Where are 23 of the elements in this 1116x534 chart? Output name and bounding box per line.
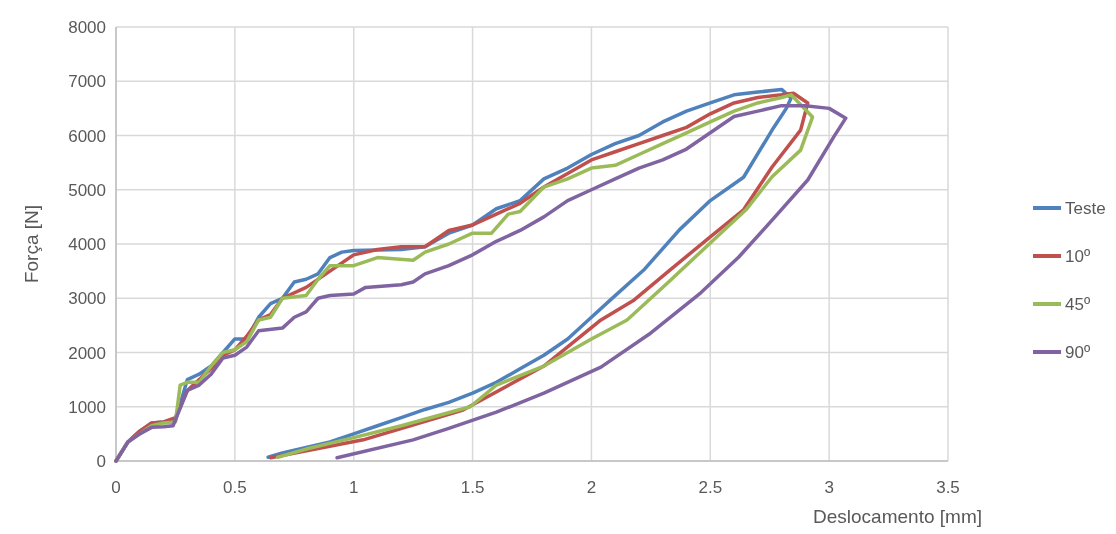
x-tick-label: 2 bbox=[586, 478, 597, 497]
y-tick-label: 1000 bbox=[68, 397, 106, 417]
y-tick-label: 0 bbox=[96, 452, 106, 471]
y-axis-title: Força [N] bbox=[21, 204, 42, 284]
x-tick-label: 0.5 bbox=[223, 478, 247, 497]
x-tick-label: 3 bbox=[824, 478, 834, 497]
legend-label: 90º bbox=[1065, 343, 1091, 362]
y-tick-label: 4000 bbox=[68, 235, 106, 254]
x-tick-label: 2.5 bbox=[698, 478, 723, 497]
legend-label: 45º bbox=[1065, 295, 1091, 314]
y-tick-label: 6000 bbox=[68, 126, 106, 146]
y-tick-label: 7000 bbox=[68, 72, 106, 92]
x-tick-label: 0 bbox=[111, 478, 121, 497]
y-tick-label: 3000 bbox=[68, 289, 106, 309]
legend-label: 10º bbox=[1065, 247, 1091, 266]
legend-label: Teste bbox=[1065, 199, 1106, 218]
x-tick-label: 1 bbox=[348, 478, 359, 497]
x-tick-label: 3.5 bbox=[936, 478, 960, 497]
y-tick-label: 2000 bbox=[68, 343, 106, 363]
y-tick-label: 5000 bbox=[68, 180, 106, 200]
x-axis-title: Deslocamento [mm] bbox=[813, 506, 982, 527]
x-tick-label: 1.5 bbox=[460, 478, 485, 497]
y-tick-label: 8000 bbox=[68, 18, 106, 37]
